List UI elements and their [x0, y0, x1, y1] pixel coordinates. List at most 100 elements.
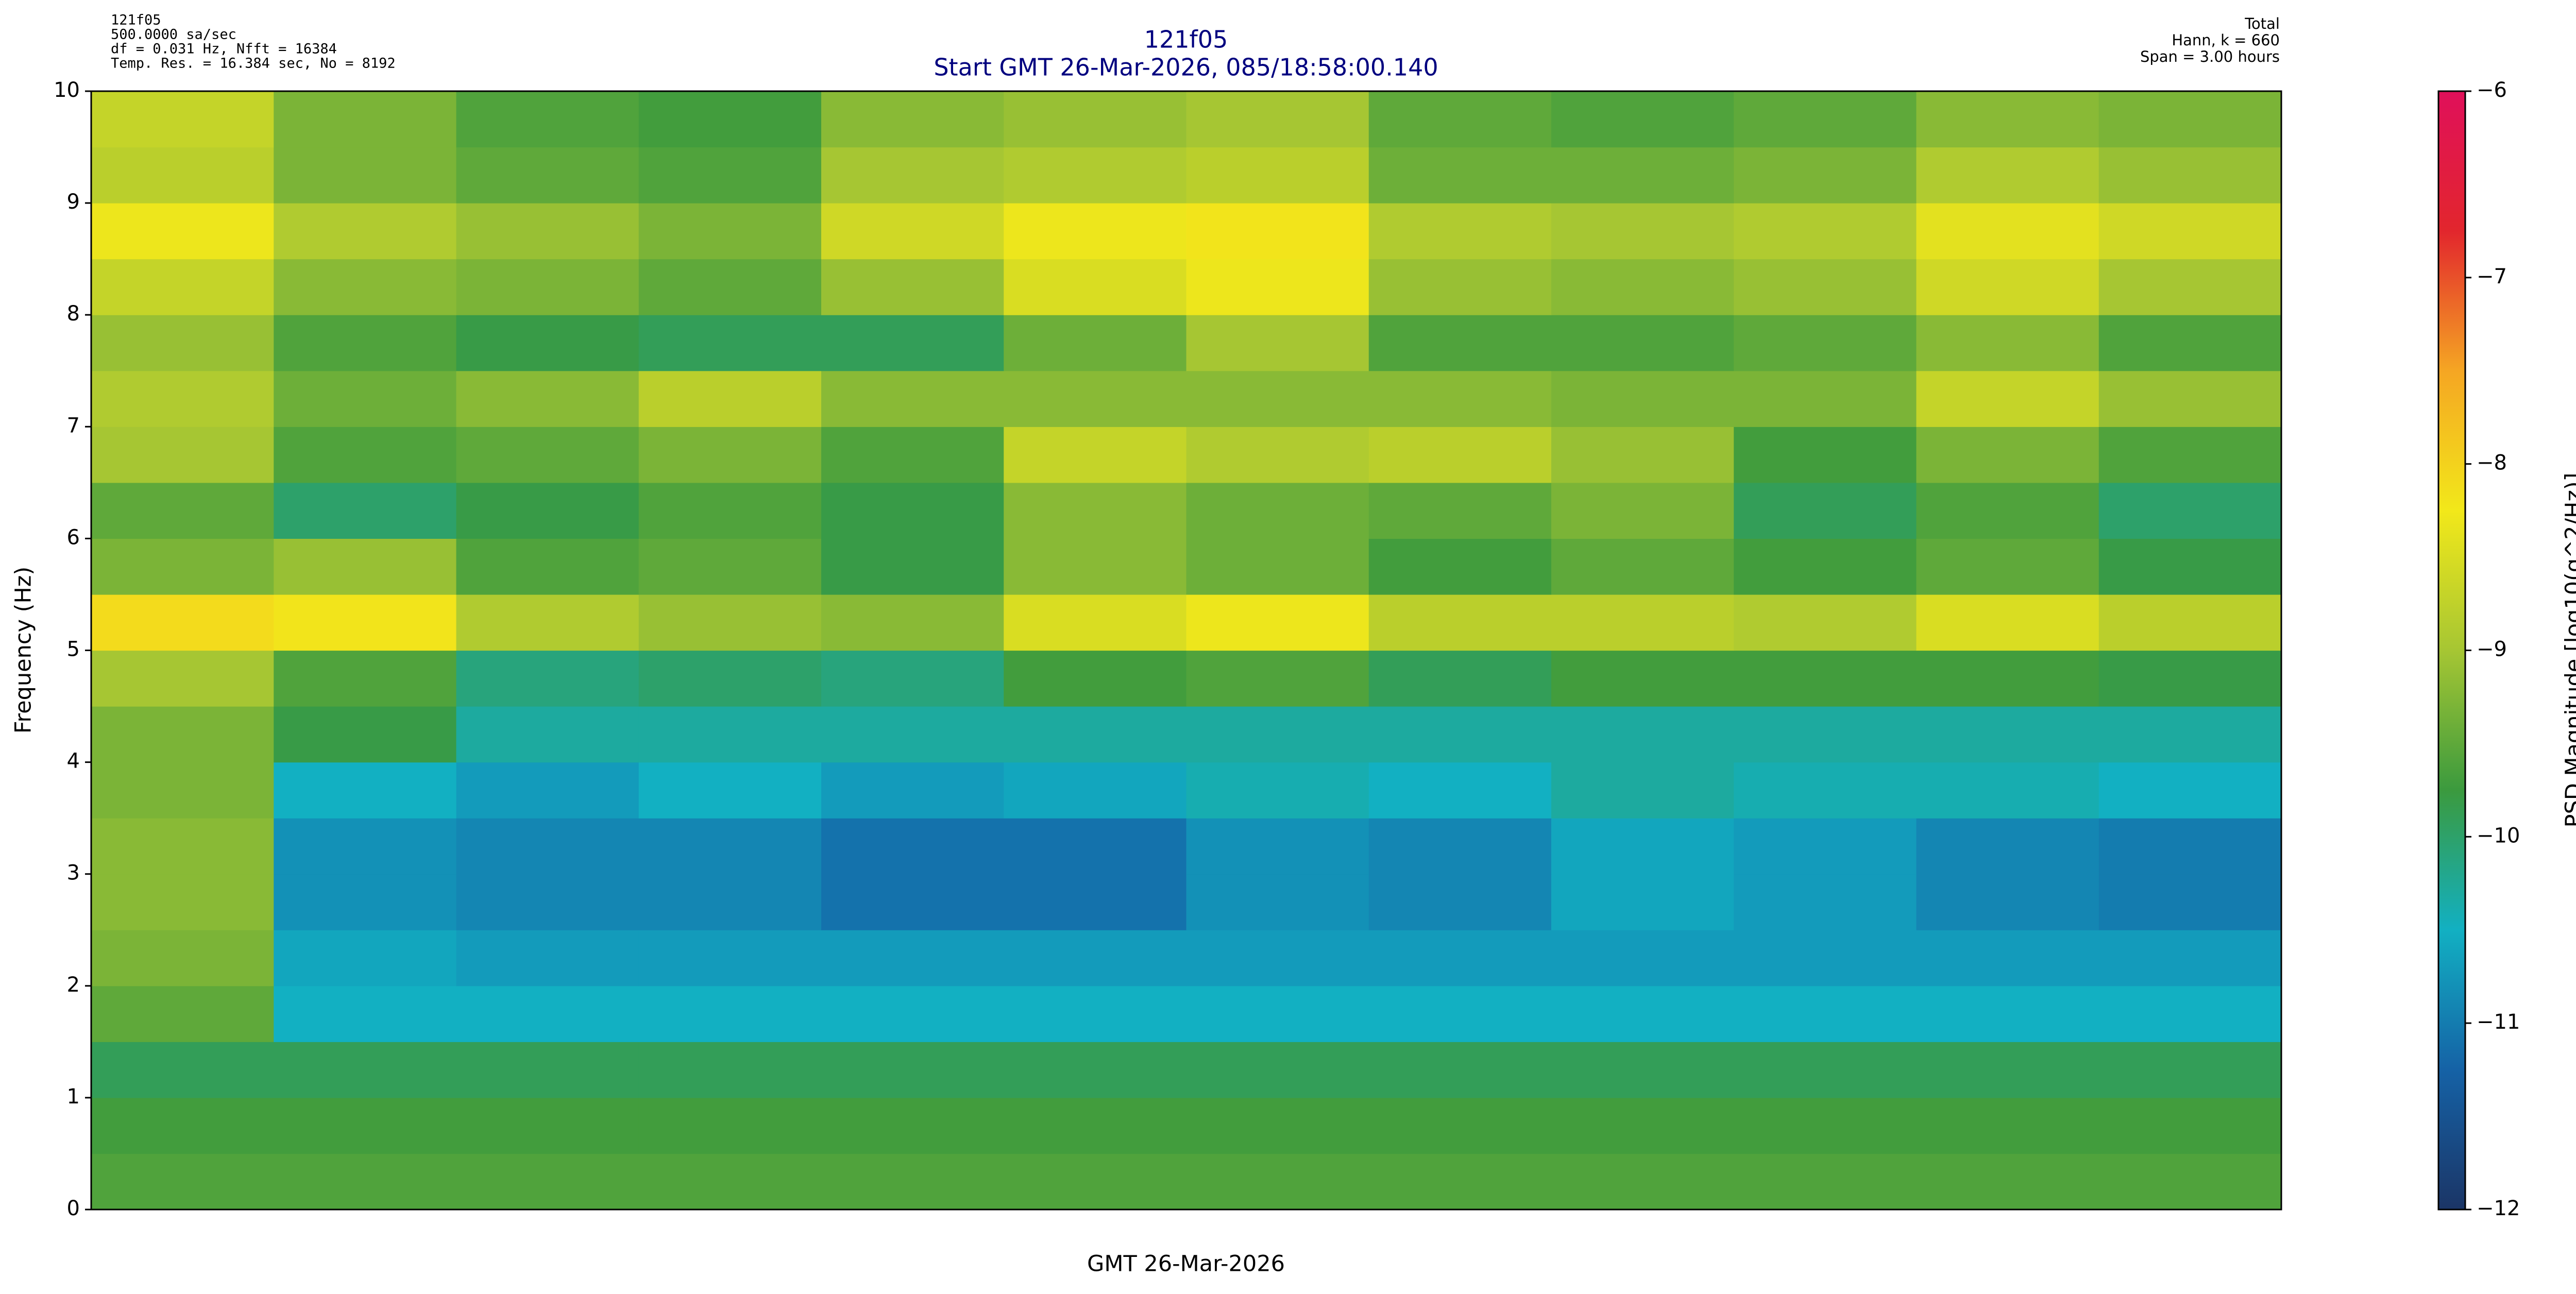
y-tick-label: 9 [67, 190, 80, 214]
heatmap-cell [1186, 370, 1369, 427]
colorbar-tick-label: −11 [2477, 1010, 2520, 1034]
heatmap-cell [2098, 874, 2282, 930]
colorbar-tick-label: −9 [2477, 638, 2507, 661]
heatmap-cell [638, 985, 822, 1042]
y-tick-label: 10 [54, 78, 80, 102]
heatmap-cell [821, 1097, 1004, 1154]
heatmap-cell [274, 818, 457, 875]
heatmap-cell [91, 259, 274, 315]
heatmap-cell [1916, 370, 2099, 427]
heatmap-cell [821, 818, 1004, 875]
heatmap-cell [1004, 930, 1187, 986]
heatmap-cell [456, 482, 639, 539]
heatmap-cell [456, 370, 639, 427]
colorbar-label: PSD Magnitude [log10(g^2/Hz)] [2561, 473, 2576, 828]
heatmap-cell [1734, 1042, 1917, 1098]
heatmap-cell [456, 706, 639, 763]
heatmap-cell [1004, 818, 1187, 875]
heatmap-cell [638, 1153, 822, 1210]
y-tick-label: 7 [67, 414, 80, 437]
heatmap-cell [91, 147, 274, 203]
heatmap-cell [1734, 315, 1917, 371]
heatmap-cell [2098, 762, 2282, 819]
heatmap-cell [1186, 91, 1369, 148]
heatmap-cell [1734, 874, 1917, 930]
heatmap-cell [1734, 762, 1917, 819]
heatmap-cell [2098, 315, 2282, 371]
heatmap-cell [274, 370, 457, 427]
heatmap-cell [638, 482, 822, 539]
heatmap-cell [2098, 203, 2282, 260]
heatmap-cell [456, 259, 639, 315]
heatmap-cell [1004, 1042, 1187, 1098]
heatmap-cell [456, 930, 639, 986]
colorbar-tick-label: −8 [2477, 451, 2507, 475]
heatmap-cell [638, 147, 822, 203]
heatmap-cell [1004, 650, 1187, 707]
heatmap-cell [1551, 91, 1734, 148]
heatmap-cell [1004, 762, 1187, 819]
heatmap-cell [1186, 538, 1369, 595]
heatmap-cell [1916, 91, 2099, 148]
heatmap-cell [821, 203, 1004, 260]
heatmap-cell [821, 706, 1004, 763]
heatmap-cell [91, 594, 274, 651]
heatmap-cell [1004, 1097, 1187, 1154]
heatmap-cell [91, 91, 274, 148]
heatmap-cell [1368, 762, 1552, 819]
heatmap-cell [456, 147, 639, 203]
heatmap-cell [638, 762, 822, 819]
heatmap-cell [1368, 594, 1552, 651]
heatmap-cell [821, 538, 1004, 595]
heatmap-cell [821, 147, 1004, 203]
colorbar [2437, 90, 2466, 1211]
y-tick-label: 0 [67, 1197, 80, 1220]
heatmap-cell [638, 818, 822, 875]
heatmap-cell [1734, 1153, 1917, 1210]
heatmap-cell [1186, 427, 1369, 483]
heatmap-cell [1734, 259, 1917, 315]
colorbar-tick-label: −7 [2477, 265, 2507, 288]
heatmap-cell [2098, 259, 2282, 315]
heatmap-cell [1551, 482, 1734, 539]
heatmap-cell [1186, 985, 1369, 1042]
heatmap-cell [1004, 985, 1187, 1042]
heatmap-cell [1368, 482, 1552, 539]
heatmap-cell [274, 1153, 457, 1210]
heatmap-cell [1186, 1042, 1369, 1098]
heatmap-cell [91, 1042, 274, 1098]
x-axis-label: GMT 26-Mar-2026 [1087, 1251, 1285, 1277]
heatmap-cell [456, 594, 639, 651]
heatmap-cell [274, 203, 457, 260]
heatmap-cell [821, 874, 1004, 930]
heatmap-cell [1004, 1153, 1187, 1210]
heatmap-cell [1551, 147, 1734, 203]
heatmap-cell [2098, 706, 2282, 763]
heatmap-cell [1368, 91, 1552, 148]
info-text: Total [2244, 15, 2280, 32]
heatmap-cell [1004, 91, 1187, 148]
heatmap-cell [2098, 1042, 2282, 1098]
heatmap-cell [91, 1097, 274, 1154]
info-text: 500.0000 sa/sec [111, 27, 236, 43]
heatmap-cell [638, 315, 822, 371]
heatmap-cell [1551, 762, 1734, 819]
info-text: df = 0.031 Hz, Nfft = 16384 [111, 41, 337, 57]
heatmap-cell [2098, 91, 2282, 148]
info-text: Temp. Res. = 16.384 sec, No = 8192 [111, 56, 396, 72]
heatmap-cell [821, 762, 1004, 819]
y-tick-label: 2 [67, 973, 80, 997]
heatmap-cell [638, 203, 822, 260]
heatmap-cell [1551, 1042, 1734, 1098]
heatmap-cell [638, 91, 822, 148]
heatmap-cell [2098, 594, 2282, 651]
heatmap-cell [456, 315, 639, 371]
heatmap-cell [1551, 650, 1734, 707]
heatmap-cell [91, 315, 274, 371]
heatmap-cell [1551, 315, 1734, 371]
info-text: Hann, k = 660 [2172, 31, 2280, 49]
heatmap-cell [1551, 594, 1734, 651]
heatmap-cell [274, 538, 457, 595]
heatmap-cell [1004, 482, 1187, 539]
heatmap-cell [1186, 315, 1369, 371]
